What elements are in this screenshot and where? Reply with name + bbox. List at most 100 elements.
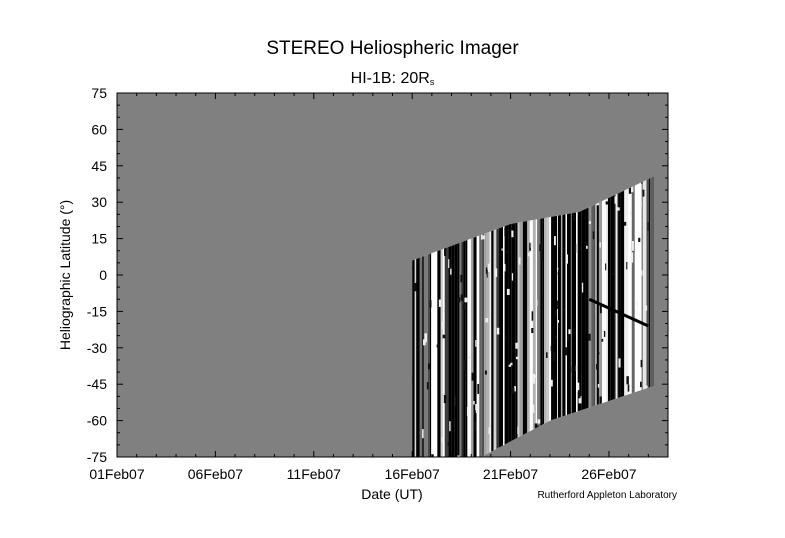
data-stripe xyxy=(649,170,651,457)
data-stripe xyxy=(576,170,578,457)
data-stripe xyxy=(588,170,592,457)
data-speckle xyxy=(428,363,431,370)
data-speckle xyxy=(596,364,599,370)
data-speckle xyxy=(578,396,582,404)
data-speckle xyxy=(474,421,477,431)
data-stripe xyxy=(487,170,490,457)
data-speckle xyxy=(510,362,513,366)
data-stripe xyxy=(581,170,586,457)
data-speckle xyxy=(573,211,575,222)
data-stripe xyxy=(448,170,452,457)
data-speckle xyxy=(555,272,558,275)
data-speckle xyxy=(537,419,541,424)
data-speckle xyxy=(480,234,483,240)
data-speckle xyxy=(444,247,447,256)
data-stripe xyxy=(571,170,577,457)
data-stripe xyxy=(422,170,424,457)
data-speckle xyxy=(488,263,491,272)
data-speckle xyxy=(505,335,507,339)
data-stripe xyxy=(638,170,642,457)
data-speckle xyxy=(586,245,588,249)
x-tick-label: 26Feb07 xyxy=(581,466,636,482)
x-tick-label: 21Feb07 xyxy=(483,466,538,482)
data-speckle xyxy=(412,266,414,270)
data-speckle xyxy=(599,396,602,406)
data-stripe xyxy=(522,170,527,457)
data-speckle xyxy=(508,364,512,367)
data-speckle xyxy=(443,395,447,404)
data-speckle xyxy=(601,338,604,342)
data-stripe xyxy=(537,170,539,457)
data-speckle xyxy=(438,299,442,307)
data-stripe xyxy=(504,170,509,457)
data-stripe xyxy=(631,170,635,457)
data-speckle xyxy=(495,268,498,277)
data-speckle xyxy=(597,384,600,388)
data-stripe xyxy=(459,170,462,457)
y-tick-label: -15 xyxy=(87,303,107,319)
data-stripe xyxy=(519,170,523,457)
data-stripe xyxy=(529,170,533,457)
data-speckle xyxy=(534,375,537,378)
data-speckle xyxy=(505,250,508,253)
data-stripe xyxy=(437,170,441,457)
data-stripe xyxy=(585,170,589,457)
data-speckle xyxy=(432,454,434,458)
data-stripe xyxy=(602,170,604,457)
data-speckle xyxy=(477,384,480,394)
data-speckle xyxy=(631,252,633,255)
data-speckle xyxy=(482,235,485,240)
chart-subtitle: HI-1B: 20Rs xyxy=(0,70,785,88)
data-stripe xyxy=(566,170,571,457)
x-axis-title: Date (UT) xyxy=(361,486,422,502)
data-speckle xyxy=(599,242,601,248)
data-stripe xyxy=(607,170,611,457)
y-axis-title: Heliographic Latitude (°) xyxy=(57,200,73,350)
data-stripe xyxy=(577,170,582,457)
data-stripe xyxy=(427,170,430,457)
data-speckle xyxy=(473,401,475,405)
data-speckle xyxy=(614,196,618,204)
data-stripe xyxy=(650,170,655,457)
data-speckle xyxy=(640,270,643,276)
data-stripe xyxy=(646,170,650,457)
data-stripe xyxy=(546,170,550,457)
data-speckle xyxy=(466,407,469,417)
y-tick-label: 45 xyxy=(91,158,107,174)
data-stripe xyxy=(565,170,567,457)
data-stripe xyxy=(493,170,497,457)
data-speckle xyxy=(588,221,591,224)
data-speckle xyxy=(626,376,629,385)
data-speckle xyxy=(581,282,584,293)
data-stripe xyxy=(538,170,541,457)
y-tick-label: 0 xyxy=(99,267,107,283)
data-speckle xyxy=(629,211,632,215)
data-stripe xyxy=(462,170,464,457)
data-speckle xyxy=(517,426,519,435)
data-speckle xyxy=(642,189,645,197)
data-speckle xyxy=(597,352,600,355)
data-stripe xyxy=(614,170,616,457)
data-speckle xyxy=(511,230,514,238)
data-speckle xyxy=(540,249,543,259)
data-speckle xyxy=(605,263,607,271)
data-speckle xyxy=(496,327,500,335)
data-stripe xyxy=(508,170,512,457)
data-speckle xyxy=(460,294,463,301)
y-tick-label: -60 xyxy=(87,413,107,429)
data-speckle xyxy=(638,237,641,242)
data-speckle xyxy=(413,282,417,292)
data-speckle xyxy=(564,347,568,356)
x-tick-label: 06Feb07 xyxy=(188,466,243,482)
data-speckle xyxy=(575,365,578,372)
data-speckle xyxy=(557,320,559,323)
data-stripe xyxy=(473,170,477,457)
data-speckle xyxy=(412,376,414,383)
data-speckle xyxy=(567,335,569,342)
data-stripe xyxy=(454,170,458,457)
data-speckle xyxy=(475,404,478,411)
data-stripe xyxy=(544,170,547,457)
data-stripe xyxy=(423,170,428,457)
data-speckle xyxy=(533,374,536,384)
